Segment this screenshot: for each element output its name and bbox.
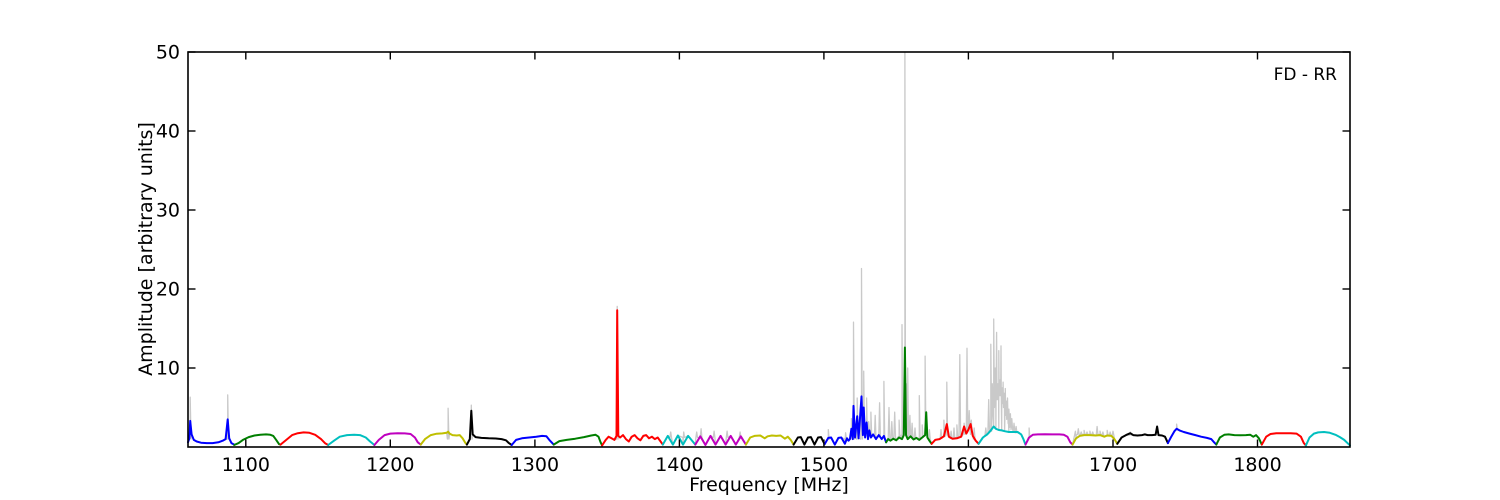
series-subband-04: [327, 433, 376, 446]
series-subband-05: [373, 432, 422, 446]
axis-ticks: [188, 51, 1350, 447]
series-subband-03: [279, 431, 330, 446]
series-subband-13: [744, 434, 795, 446]
y-tick-label: 40: [156, 121, 180, 143]
series-subband-07: [465, 409, 513, 446]
corner-annotation: FD - RR: [1274, 65, 1338, 85]
series-subband-14: [792, 436, 826, 446]
series-subband-10: [601, 309, 664, 447]
series-subband-24: [1260, 432, 1307, 447]
y-tick-label: 30: [156, 200, 180, 222]
series-subband-16: [885, 346, 933, 445]
series-subband-06: [419, 430, 468, 446]
series-subband-09: [552, 433, 604, 447]
x-tick-label: 1400: [655, 454, 703, 476]
series-subband-25: [1304, 431, 1351, 447]
series-subband-02: [233, 433, 282, 446]
x-tick-label: 1700: [1089, 454, 1137, 476]
x-tick-label: 1300: [511, 454, 559, 476]
axis-tick-labels: 1100 1200 1300 1400 1500 1600 1700 1800 10 20 30 40…: [156, 42, 1282, 477]
y-axis-label: Amplitude [arbitrary units]: [135, 122, 157, 376]
series-subband-08: [510, 434, 555, 446]
y-tick-label: 10: [156, 358, 180, 380]
series-layer: [187, 51, 1351, 447]
series-subband-20: [1071, 434, 1119, 446]
series-subband-22: [1166, 427, 1218, 446]
series-subband-01: [187, 418, 236, 446]
series-subband-23: [1215, 433, 1263, 446]
series-subband-18: [977, 425, 1027, 446]
series-subband-19: [1024, 433, 1074, 446]
series-subband-21: [1116, 425, 1169, 445]
series-subband-15: [823, 395, 888, 446]
series-subband-17: [930, 423, 980, 445]
x-tick-label: 1200: [366, 454, 414, 476]
x-tick-label: 1600: [944, 454, 992, 476]
y-tick-label: 20: [156, 279, 180, 301]
plot-frame: [187, 51, 1351, 448]
x-tick-label: 1100: [222, 454, 270, 476]
series-subband-11: [661, 434, 697, 446]
y-tick-label: 50: [156, 42, 180, 64]
series-subband-12: [694, 434, 747, 446]
x-tick-label: 1500: [800, 454, 848, 476]
series-raw-background-spectrum: [187, 51, 1351, 447]
x-axis-label: Frequency [MHz]: [689, 474, 849, 496]
x-tick-label: 1800: [1233, 454, 1281, 476]
